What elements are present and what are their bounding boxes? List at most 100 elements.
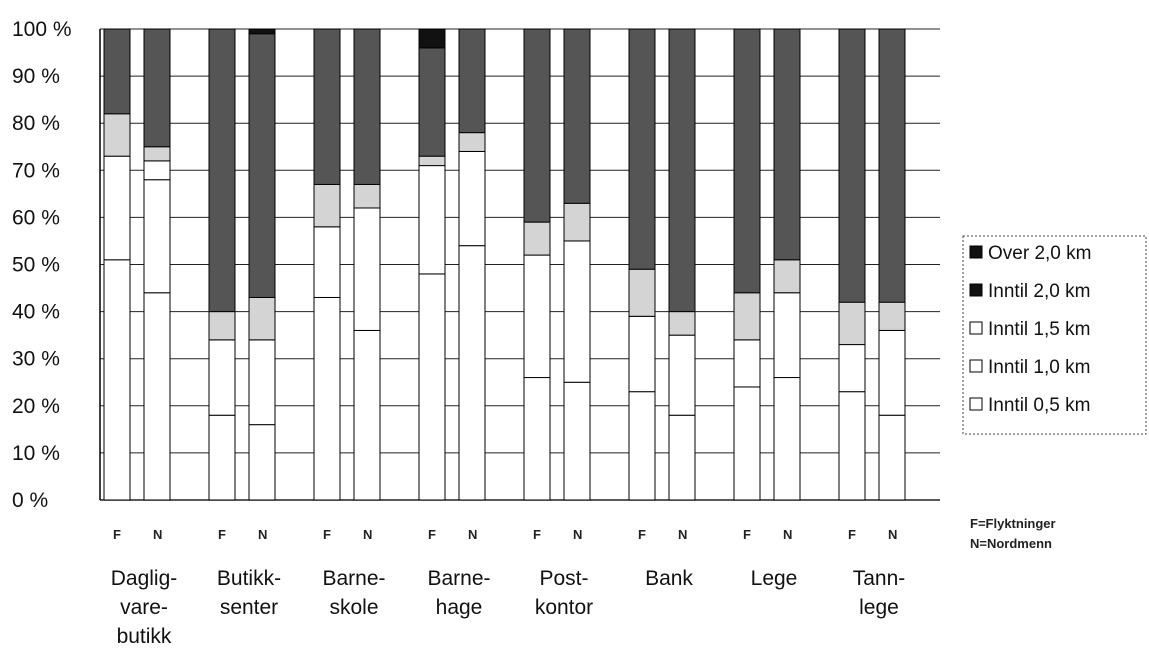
y-tick-label: 60 %: [12, 206, 60, 229]
segment-over-2-0-km: [878, 28, 906, 303]
segment-inntil-0-5-km: [208, 414, 236, 501]
segment-inntil-2-0-km: [773, 259, 801, 294]
bar-member-label: N: [363, 527, 372, 542]
category-label: Tann-: [853, 567, 906, 590]
segment-inntil-0-5-km: [143, 292, 171, 501]
legend-swatch: [969, 283, 983, 297]
segment-inntil-1-0-km: [773, 292, 801, 379]
legend-swatch: [969, 321, 983, 335]
bar-member-label: N: [153, 527, 162, 542]
bar-member-label: N: [573, 527, 582, 542]
segment-inntil-1-0-km: [563, 240, 591, 383]
segment-inntil-2-0-km: [143, 146, 171, 162]
bar-member-label: F: [113, 527, 121, 542]
category-label: kontor: [535, 596, 593, 619]
segment-inntil-0-5-km: [103, 259, 131, 501]
segment-inntil-0-5-km: [248, 424, 276, 501]
category-label: butikk: [117, 625, 172, 648]
bar-member-label: F: [218, 527, 226, 542]
x-axis-labels: F N Daglig-vare-butikk F N Butikk-senter F N Bar…: [111, 527, 906, 648]
segment-over-2-0-km: [208, 28, 236, 313]
segment-inntil-1-0-km: [668, 334, 696, 416]
category-label: Lege: [751, 567, 798, 590]
segment-over-2-0-km: [143, 28, 171, 148]
segment-inntil-0-5-km: [628, 391, 656, 501]
segment-over-2-0-km: [733, 28, 761, 294]
category-label: Barne-: [427, 567, 490, 590]
segment-inntil-2-0-km: [458, 132, 486, 152]
segment-inntil-1-0-km: [248, 339, 276, 426]
segment-over-2-0-km: [523, 28, 551, 223]
segment-inntil-0-5-km: [313, 296, 341, 501]
segment-over-2-0-km: [353, 28, 381, 185]
segment-inntil-2-0-km: [523, 221, 551, 256]
segment-inntil-0-5-km: [773, 377, 801, 501]
legend-box: [962, 235, 1147, 435]
segment-inntil-0-5-km: [878, 414, 906, 501]
legend-swatch: [969, 397, 983, 411]
category-label: Barne-: [322, 567, 385, 590]
segment-inntil-2-0-km: [628, 268, 656, 317]
y-tick-label: 50 %: [12, 254, 60, 277]
bar-member-label: N: [258, 527, 267, 542]
segment-inntil-2-0-km: [353, 183, 381, 209]
segment-over-2-0-km: [838, 28, 866, 303]
segment-inntil-2-0-km: [563, 202, 591, 242]
segment-inntil-1-0-km: [208, 339, 236, 416]
category-label: Butikk-: [217, 567, 281, 590]
bar-member-label: F: [848, 527, 856, 542]
legend-label: Inntil 1,0 km: [988, 357, 1090, 378]
y-tick-label: 40 %: [12, 301, 60, 324]
segment-inntil-1-0-km: [838, 344, 866, 393]
segment-inntil-0-5-km: [523, 377, 551, 501]
segment-inntil-2-0-km: [248, 296, 276, 341]
y-tick-label: 30 %: [12, 348, 60, 371]
segment-inntil-2-0-km: [878, 301, 906, 331]
y-tick-label: 0 %: [12, 489, 48, 512]
segment-inntil-2-0-km: [208, 311, 236, 341]
segment-inntil-1-0-km: [733, 339, 761, 388]
y-tick-label: 100 %: [12, 18, 72, 41]
bar-member-label: N: [468, 527, 477, 542]
segment-over-2-0-km: [103, 28, 131, 115]
segment-inntil-0-5-km: [668, 414, 696, 501]
legend-label: Inntil 2,0 km: [988, 281, 1090, 302]
segment-inntil-2-0-km: [733, 292, 761, 341]
category-label: vare-: [120, 596, 168, 619]
segment-over-2-0-km: [313, 28, 341, 185]
bar-member-label: F: [743, 527, 751, 542]
legend-label: Inntil 1,5 km: [988, 319, 1090, 340]
segment-over-2-0-km: [628, 28, 656, 270]
category-label: senter: [220, 596, 278, 619]
legend-label: Over 2,0 km: [988, 243, 1091, 264]
category-label: hage: [436, 596, 483, 619]
segment-over-2-0-km: [773, 28, 801, 261]
segment-inntil-0-5-km: [733, 386, 761, 501]
segment-inntil-1-0-km: [353, 207, 381, 331]
y-tick-label: 10 %: [12, 442, 60, 465]
segment-inntil-0-5-km: [353, 329, 381, 501]
segment-over-2-0-km: [668, 28, 696, 313]
bar-member-label: F: [638, 527, 646, 542]
y-tick-label: 20 %: [12, 395, 60, 418]
bars-layer: [103, 28, 906, 501]
segment-inntil-0-5-km: [458, 245, 486, 501]
category-label: Bank: [645, 567, 693, 590]
category-label: lege: [859, 596, 899, 619]
segment-inntil-1-0-km: [878, 329, 906, 416]
legend: Over 2,0 km Inntil 2,0 km Inntil 1,5 km Inn…: [962, 235, 1147, 435]
bar-member-label: F: [323, 527, 331, 542]
category-label: Post-: [539, 567, 588, 590]
segment-over-2-0-km: [248, 33, 276, 298]
abbreviation-note: F=Flyktninger N=Nordmenn: [970, 516, 1056, 551]
segment-inntil-1-0-km: [628, 315, 656, 393]
bar-member-label: N: [888, 527, 897, 542]
segment-inntil-0-5-km: [563, 381, 591, 501]
segment-inntil-2-0-km: [103, 113, 131, 157]
bar-member-label: F: [533, 527, 541, 542]
segment-inntil-1-0-km: [418, 165, 446, 275]
segment-over-2-0-km: [458, 28, 486, 134]
segment-inntil-1-5-km: [143, 160, 171, 181]
